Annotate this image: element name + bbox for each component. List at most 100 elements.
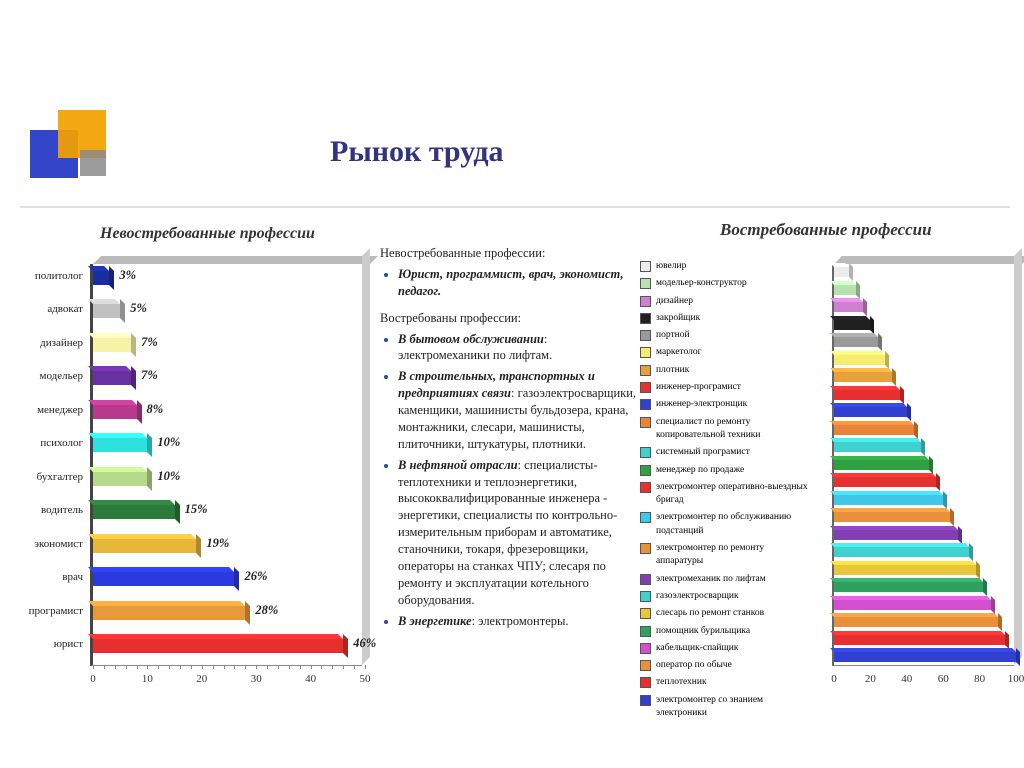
bar (834, 355, 885, 365)
legend-item: инженер-програмист (640, 381, 810, 394)
y-axis-label: психолог (40, 437, 83, 449)
legend-item: кабельщик-спайщик (640, 642, 810, 655)
bar (93, 606, 245, 620)
bar (93, 472, 147, 486)
value-label: 19% (206, 536, 229, 551)
bar (834, 512, 950, 522)
legend-label: электромонтер со знанием электроники (656, 694, 810, 721)
value-label: 10% (157, 435, 180, 450)
legend-item: специалист по ремонту копировательной те… (640, 416, 810, 443)
legend-item: плотник (640, 364, 810, 377)
mid-li3: В нефтяной отрасли: специалисты-теплотех… (398, 457, 640, 609)
legend-swatch (640, 313, 651, 324)
legend-swatch (640, 482, 651, 493)
x-tick: 0 (90, 673, 96, 685)
legend-item: закройщик (640, 312, 810, 325)
legend-swatch (640, 347, 651, 358)
legend-label: слесарь по ремонт станков (656, 607, 810, 620)
legend-swatch (640, 278, 651, 289)
bar (834, 267, 849, 277)
y-axis-label: политолог (35, 270, 83, 282)
legend-label: портной (656, 329, 810, 342)
legend-label: инженер-програмист (656, 381, 810, 394)
legend-item: модельер-конструктор (640, 277, 810, 290)
value-label: 7% (141, 368, 158, 383)
bar (834, 442, 921, 452)
mid-li1: В бытовом обслуживании: электромеханики … (398, 331, 640, 365)
legend-label: электромонтер по обслуживанию подстанций (656, 511, 810, 538)
bar (834, 565, 976, 575)
bar (93, 572, 234, 586)
legend-item: менеджер по продаже (640, 464, 810, 477)
legend-item: электромонтер со знанием электроники (640, 694, 810, 721)
bar (93, 539, 196, 553)
legend-swatch (640, 296, 651, 307)
legend-label: специалист по ремонту копировательной те… (656, 416, 810, 443)
bar (93, 505, 175, 519)
bar (93, 639, 343, 653)
bar (834, 530, 958, 540)
legend-item: оператор по обыче (640, 659, 810, 672)
chart-left: политолог 3% адвокат 5% дизайнер 7% модельер 7%… (30, 260, 370, 690)
value-label: 46% (353, 636, 376, 651)
bar (834, 425, 914, 435)
y-axis-label: врач (62, 571, 83, 583)
x-tick: 30 (251, 673, 262, 685)
legend-item: портной (640, 329, 810, 342)
y-axis-label: дизайнер (40, 337, 83, 349)
title-decoration (30, 110, 120, 210)
bar (93, 371, 131, 385)
y-axis-label: модельер (39, 370, 83, 382)
legend-swatch (640, 677, 651, 688)
y-axis-label: бухгалтер (37, 471, 83, 483)
x-tick: 80 (974, 673, 985, 685)
value-label: 28% (255, 603, 278, 618)
value-label: 15% (185, 502, 208, 517)
legend-swatch (640, 660, 651, 671)
bar (93, 438, 147, 452)
chart-right: 020406080100 (820, 260, 1020, 690)
legend-label: электромонтер по ремонту аппаратуры (656, 542, 810, 569)
legend-item: слесарь по ремонт станков (640, 607, 810, 620)
legend-swatch (640, 365, 651, 376)
bar (834, 337, 878, 347)
x-tick: 0 (831, 673, 837, 685)
legend-label: дизайнер (656, 295, 810, 308)
mid-p1: Юрист, программист, врач, экономист, пед… (398, 266, 640, 300)
left-chart-heading: Невостребованные профессии (100, 225, 315, 243)
x-tick: 50 (360, 673, 371, 685)
bar (834, 460, 929, 470)
legend-item: маркетолог (640, 346, 810, 359)
bar (93, 271, 109, 285)
chart-left-plot: политолог3%адвокат5%дизайнер7%модельер7%… (90, 264, 362, 666)
legend-label: инженер-электронщик (656, 398, 810, 411)
value-label: 7% (141, 335, 158, 350)
legend-swatch (640, 574, 651, 585)
legend-label: менеджер по продаже (656, 464, 810, 477)
legend-swatch (640, 417, 651, 428)
value-label: 3% (119, 268, 136, 283)
mid-li2: В строительных, транспортных и предприят… (398, 368, 640, 452)
x-tick: 60 (938, 673, 949, 685)
bar (834, 320, 870, 330)
legend-swatch (640, 399, 651, 410)
bar (834, 372, 892, 382)
legend-swatch (640, 643, 651, 654)
bar (834, 390, 900, 400)
bar (93, 338, 131, 352)
legend-label: электромеханик по лифтам (656, 573, 810, 586)
value-label: 5% (130, 301, 147, 316)
bar (834, 652, 1016, 662)
chart-right-plot: 020406080100 (832, 264, 1014, 666)
bar (834, 285, 856, 295)
bar (834, 547, 969, 557)
legend-swatch (640, 512, 651, 523)
legend-swatch (640, 465, 651, 476)
legend-swatch (640, 543, 651, 554)
bar (834, 600, 991, 610)
y-axis-label: адвокат (47, 303, 83, 315)
middle-text: Невостребованные профессии: Юрист, прогр… (380, 245, 640, 639)
legend-label: маркетолог (656, 346, 810, 359)
legend-item: теплотехник (640, 676, 810, 689)
x-tick: 40 (305, 673, 316, 685)
